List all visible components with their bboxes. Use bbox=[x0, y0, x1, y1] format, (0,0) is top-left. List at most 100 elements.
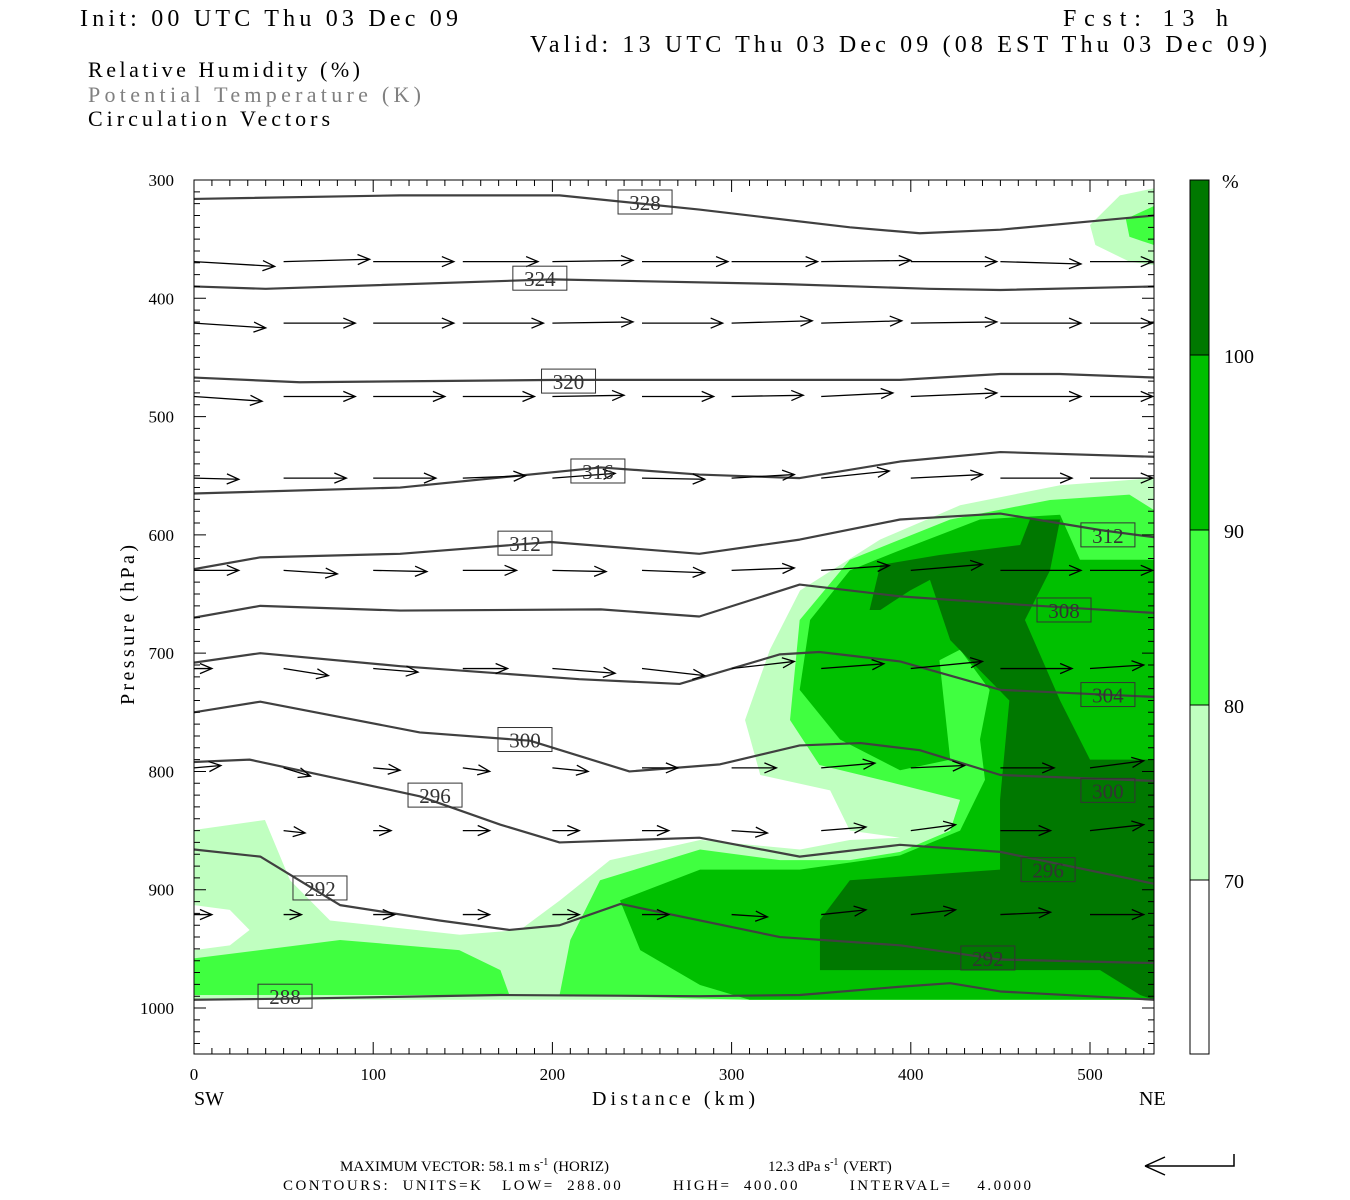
y-tick-label: 500 bbox=[149, 408, 175, 427]
init-time: Init: 00 UTC Thu 03 Dec 09 bbox=[80, 6, 458, 32]
forecast-hour: Fcst: 13 h bbox=[1063, 6, 1228, 32]
tick-marks bbox=[193, 179, 1154, 1054]
circulation-vector bbox=[910, 255, 999, 268]
contour-label-box bbox=[407, 782, 463, 808]
y-tick-label: 800 bbox=[149, 762, 175, 781]
x-tick-labels: 0 100 200 300 400 500 bbox=[190, 1065, 1103, 1084]
vector-layer bbox=[194, 253, 1154, 922]
contour-label: 288 bbox=[269, 985, 301, 1009]
circulation-vector bbox=[1090, 317, 1154, 329]
circulation-vector bbox=[194, 760, 223, 773]
circulation-vector bbox=[283, 667, 331, 680]
colorbar-label: 70 bbox=[1224, 871, 1244, 893]
circulation-vector bbox=[462, 764, 492, 776]
circulation-vector bbox=[821, 659, 886, 671]
contour-label-box bbox=[497, 530, 553, 556]
isentrope-layer bbox=[194, 194, 1154, 1001]
y-tick-label: 1000 bbox=[140, 999, 174, 1018]
circulation-vector bbox=[731, 389, 805, 402]
rh-region-80 bbox=[194, 940, 510, 996]
contours-info: CONTOURS: UNITS=K LOW= 288.00 HIGH= 400.… bbox=[283, 1178, 1031, 1194]
contour-label: 300 bbox=[509, 729, 541, 753]
isentrope-312 bbox=[194, 512, 1154, 571]
contour-label: 320 bbox=[553, 370, 585, 394]
colorbar-segment bbox=[1189, 179, 1210, 356]
circulation-vector bbox=[821, 315, 904, 327]
circulation-vector bbox=[731, 910, 770, 922]
circulation-vector bbox=[642, 908, 671, 921]
contour-label: 328 bbox=[629, 191, 661, 215]
contour-label: 312 bbox=[509, 532, 541, 556]
circulation-vector bbox=[462, 824, 492, 837]
vert-value: 12.3 dPa s bbox=[768, 1159, 830, 1175]
x-tick-label: 500 bbox=[1077, 1065, 1103, 1084]
colorbar-label: 90 bbox=[1224, 521, 1244, 543]
x-axis-label: Distance (km) bbox=[592, 1088, 755, 1110]
y-tick-labels: 300 400 500 600 700 800 900 1000 bbox=[140, 171, 174, 1018]
isentrope-328 bbox=[194, 194, 1154, 235]
circulation-vector bbox=[821, 387, 895, 400]
x-tick-label: 200 bbox=[540, 1065, 566, 1084]
circulation-vector bbox=[910, 559, 985, 572]
circulation-vector bbox=[283, 317, 357, 329]
circulation-vector bbox=[194, 260, 277, 272]
circulation-vector bbox=[462, 255, 540, 268]
circulation-vector bbox=[462, 317, 546, 329]
y-tick-label: 400 bbox=[149, 289, 175, 308]
x-tick-label: 0 bbox=[190, 1065, 199, 1084]
max-vector-horiz: MAXIMUM VECTOR: 58.1 m s bbox=[340, 1159, 540, 1175]
reference-vector-icon bbox=[1144, 1154, 1235, 1176]
isentrope-296 bbox=[194, 758, 1154, 885]
circulation-vector bbox=[821, 758, 877, 770]
y-tick-label: 900 bbox=[149, 881, 175, 900]
circulation-vector bbox=[821, 905, 868, 917]
contour-label: 292 bbox=[972, 947, 1004, 971]
circulation-vector bbox=[641, 473, 707, 485]
colorbar-label: 100 bbox=[1224, 346, 1254, 368]
circulation-vector bbox=[731, 469, 796, 481]
circulation-vector bbox=[462, 390, 537, 403]
circulation-vector bbox=[373, 665, 420, 677]
circulation-vector bbox=[641, 667, 707, 680]
contour-label-box bbox=[960, 945, 1016, 971]
contour-label-box bbox=[292, 875, 348, 901]
circulation-vector bbox=[283, 390, 357, 403]
contour-label-box bbox=[1080, 777, 1136, 803]
circulation-vector bbox=[373, 565, 429, 577]
colorbar-segment bbox=[1189, 529, 1210, 706]
contour-label-box bbox=[570, 458, 626, 484]
circulation-vector bbox=[731, 315, 814, 327]
circulation-vector bbox=[910, 469, 985, 481]
circulation-vector bbox=[821, 560, 891, 573]
circulation-vector bbox=[642, 762, 680, 774]
contour-label-box bbox=[541, 368, 597, 394]
circulation-vector bbox=[283, 908, 304, 921]
contour-label-box bbox=[1020, 857, 1076, 883]
exp-1: -1 bbox=[540, 1157, 548, 1168]
contour-label-box bbox=[617, 189, 673, 215]
circulation-vector bbox=[283, 253, 372, 266]
circulation-vector bbox=[731, 826, 770, 838]
y-tick-label: 300 bbox=[149, 171, 175, 190]
isentrope-316 bbox=[194, 450, 1154, 495]
contour-label: 304 bbox=[1092, 684, 1124, 708]
circulation-vector bbox=[821, 254, 913, 267]
circulation-vector bbox=[910, 905, 958, 917]
contour-label-box bbox=[257, 983, 313, 1009]
circulation-vector bbox=[642, 317, 725, 329]
y-axis-label: Pressure (hPa) bbox=[117, 545, 139, 705]
circulation-vector bbox=[1090, 390, 1154, 403]
circulation-vector bbox=[194, 394, 264, 407]
exp-2: -1 bbox=[830, 1157, 838, 1168]
circulation-vector bbox=[552, 764, 590, 776]
circulation-vector bbox=[821, 822, 868, 834]
circulation-vector bbox=[910, 656, 985, 670]
circulation-vector bbox=[373, 908, 397, 921]
circulation-vector bbox=[373, 390, 447, 403]
rh-region-70 bbox=[1090, 188, 1154, 266]
circulation-vector bbox=[910, 820, 958, 832]
x-tick-label: 100 bbox=[360, 1065, 386, 1084]
circulation-vector bbox=[552, 316, 635, 328]
max-vector-vert: 12.3 dPa s-1 (VERT) bbox=[768, 1157, 892, 1175]
